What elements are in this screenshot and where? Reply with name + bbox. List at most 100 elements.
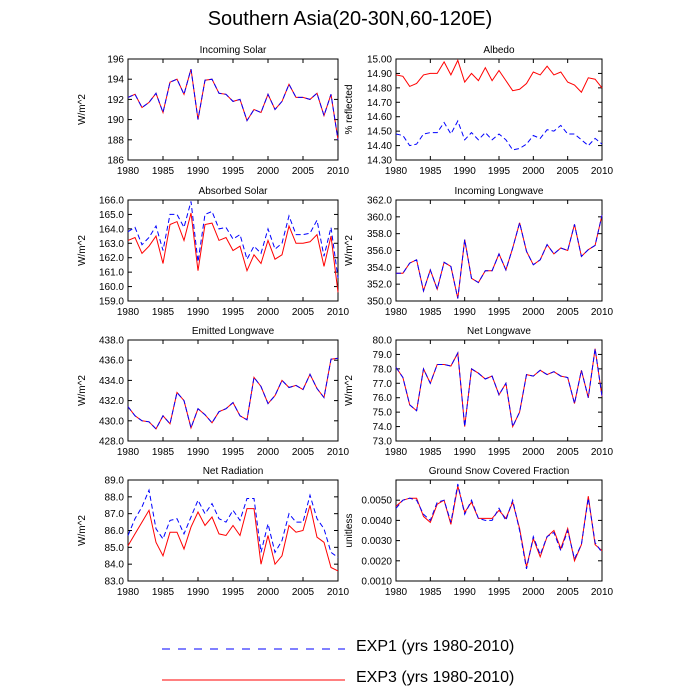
- y-tick-label: 358.0: [367, 229, 392, 240]
- y-tick-label: 430.0: [99, 416, 124, 427]
- x-tick-label: 2005: [292, 307, 315, 318]
- y-tick-label: 87.0: [105, 509, 125, 520]
- series-line-exp3: [395, 59, 603, 94]
- x-tick-label: 2005: [557, 307, 580, 318]
- y-tick-label: 84.0: [105, 560, 125, 571]
- series-line-exp1: [127, 357, 339, 430]
- chart-title: Albedo: [483, 45, 515, 56]
- y-axis-label: % reflected: [344, 84, 355, 134]
- series-line-exp1: [395, 483, 603, 570]
- x-tick-label: 1980: [117, 587, 140, 598]
- x-tick-label: 1985: [152, 307, 175, 318]
- x-tick-label: 1990: [454, 447, 477, 458]
- x-tick-label: 2000: [522, 166, 545, 177]
- chart-title: Incoming Longwave: [455, 186, 544, 197]
- x-tick-label: 1985: [152, 447, 175, 458]
- chart-net-longwave: Net Longwave 73.0 74.0 75.0 76.0 77.0 78.0 79.0…: [344, 326, 614, 458]
- y-tick-label: 192: [107, 95, 124, 106]
- y-tick-label: 164.0: [99, 224, 124, 235]
- y-tick-label: 360.0: [367, 212, 392, 223]
- y-tick-label: 78.0: [373, 364, 393, 375]
- x-tick-label: 1985: [152, 166, 175, 177]
- x-tick-label: 1980: [385, 447, 408, 458]
- y-tick-label: 14.80: [367, 83, 392, 94]
- y-tick-label: 14.90: [367, 69, 392, 80]
- series-line-exp1: [127, 68, 339, 140]
- series-line-exp1: [395, 348, 603, 429]
- x-tick-label: 1995: [488, 587, 511, 598]
- y-tick-label: 79.0: [373, 350, 393, 361]
- x-tick-label: 1990: [454, 166, 477, 177]
- y-axis-label: W/m^2: [77, 235, 88, 266]
- x-tick-label: 1980: [117, 307, 140, 318]
- x-tick-label: 2000: [522, 447, 545, 458]
- x-tick-label: 1995: [488, 307, 511, 318]
- y-tick-label: 190: [107, 115, 124, 126]
- x-tick-label: 1995: [222, 587, 245, 598]
- y-tick-label: 14.40: [367, 141, 392, 152]
- x-tick-label: 2010: [591, 587, 614, 598]
- y-axis-label: W/m^2: [77, 375, 88, 406]
- chart-title: Ground Snow Covered Fraction: [429, 466, 570, 477]
- y-tick-label: 352.0: [367, 280, 392, 291]
- y-tick-label: 74.0: [373, 422, 393, 433]
- y-tick-label: 350.0: [367, 297, 392, 308]
- x-tick-label: 1990: [187, 307, 210, 318]
- y-tick-label: 75.0: [373, 408, 393, 419]
- y-axis-label: W/m^2: [344, 375, 355, 406]
- y-axis-label: unitless: [344, 514, 355, 548]
- legend-label-exp1: EXP1 (yrs 1980-2010): [356, 638, 515, 655]
- chart-title: Net Radiation: [203, 466, 264, 477]
- x-tick-label: 1980: [117, 447, 140, 458]
- x-tick-label: 2000: [522, 587, 545, 598]
- chart-incoming-longwave: Incoming Longwave 350.0 352.0 354.0 356.0 358…: [344, 186, 614, 318]
- x-tick-label: 1995: [222, 166, 245, 177]
- chart-incoming-solar: Incoming Solar 186 188 190 192 194 196 1980 1985…: [77, 45, 350, 177]
- x-tick-label: 2005: [557, 447, 580, 458]
- y-tick-label: 85.0: [105, 543, 125, 554]
- y-tick-label: 194: [107, 75, 124, 86]
- chart-emitted-longwave: Emitted Longwave 428.0 430.0 432.0 434.0 436.…: [77, 326, 350, 458]
- y-tick-label: 88.0: [105, 492, 125, 503]
- page-title: Southern Asia(20-30N,60-120E): [207, 8, 493, 30]
- x-tick-label: 2000: [257, 587, 280, 598]
- y-tick-label: 356.0: [367, 246, 392, 257]
- y-tick-label: 73.0: [373, 437, 393, 448]
- y-tick-label: 0.0050: [361, 496, 392, 507]
- x-tick-label: 1990: [187, 166, 210, 177]
- x-tick-label: 2005: [292, 587, 315, 598]
- chart-net-radiation: Net Radiation 83.0 84.0 85.0 86.0 87.0 88.0 89.…: [77, 466, 350, 598]
- chart-title: Absorbed Solar: [199, 186, 269, 197]
- y-tick-label: 0.0030: [361, 536, 392, 547]
- x-tick-label: 2000: [522, 307, 545, 318]
- x-tick-label: 1985: [419, 587, 442, 598]
- chart-title: Incoming Solar: [200, 45, 267, 56]
- x-tick-label: 2000: [257, 307, 280, 318]
- x-tick-label: 2010: [327, 447, 350, 458]
- x-tick-label: 1980: [385, 587, 408, 598]
- y-tick-label: 362.0: [367, 196, 392, 207]
- chart-title: Emitted Longwave: [192, 326, 275, 337]
- y-tick-label: 160.0: [99, 282, 124, 293]
- y-axis-label: W/m^2: [77, 94, 88, 125]
- chart-title: Net Longwave: [467, 326, 531, 337]
- x-tick-label: 1980: [385, 166, 408, 177]
- y-tick-label: 166.0: [99, 196, 124, 207]
- y-tick-label: 14.30: [367, 156, 392, 167]
- y-tick-label: 438.0: [99, 336, 124, 347]
- y-tick-label: 432.0: [99, 396, 124, 407]
- x-tick-label: 2005: [557, 166, 580, 177]
- series-line-exp3: [127, 505, 339, 572]
- x-tick-label: 1985: [419, 447, 442, 458]
- y-tick-label: 161.0: [99, 268, 124, 279]
- y-tick-label: 0.0010: [361, 577, 392, 588]
- y-tick-label: 434.0: [99, 376, 124, 387]
- series-line-exp1: [127, 201, 339, 278]
- x-tick-label: 1985: [152, 587, 175, 598]
- y-tick-label: 436.0: [99, 356, 124, 367]
- x-tick-label: 2000: [257, 166, 280, 177]
- x-tick-label: 1990: [454, 587, 477, 598]
- y-tick-label: 86.0: [105, 526, 125, 537]
